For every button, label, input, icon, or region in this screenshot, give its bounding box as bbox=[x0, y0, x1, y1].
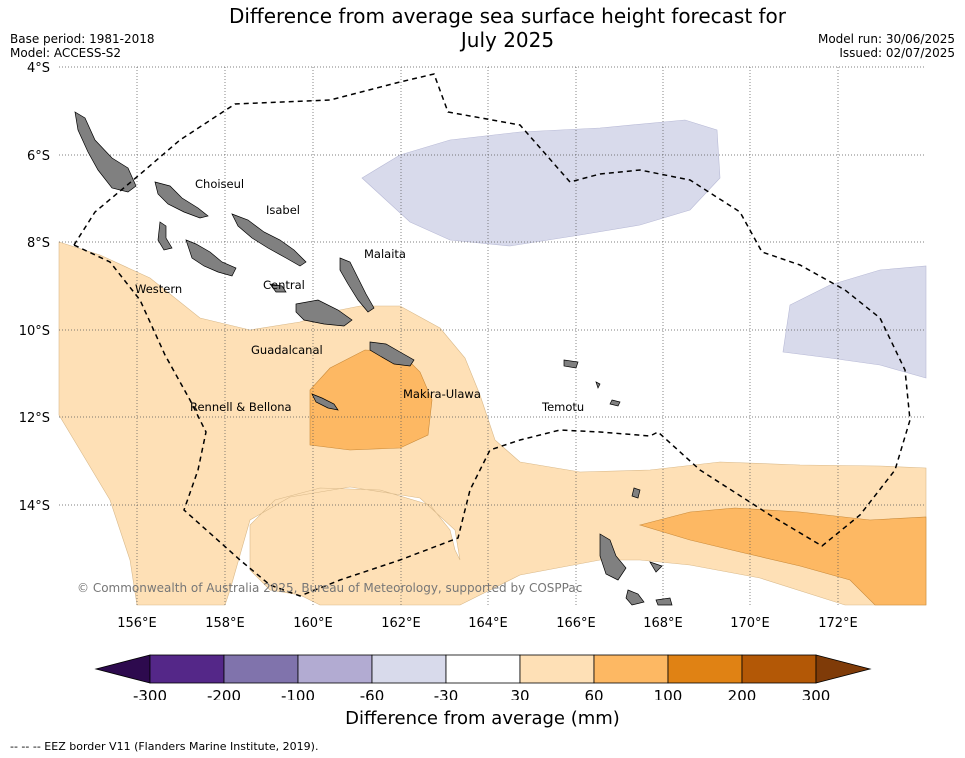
island-choiseul bbox=[154, 181, 209, 219]
island-temotu-c bbox=[609, 399, 621, 407]
colorbar-tick-label: 100 bbox=[654, 687, 683, 700]
colorbar-tick-label: 30 bbox=[510, 687, 529, 700]
colorbar-arrow-low bbox=[94, 654, 151, 684]
eez-footnote: -- -- -- EEZ border V11 (Flanders Marine… bbox=[10, 740, 319, 753]
lon-label-172e: 172°E bbox=[818, 616, 858, 631]
lon-label-168e: 168°E bbox=[643, 616, 683, 631]
colorbar-swatch bbox=[593, 654, 669, 684]
lon-label-170e: 170°E bbox=[730, 616, 770, 631]
colorbar-swatch bbox=[445, 654, 521, 684]
title-line-2: July 2025 bbox=[460, 28, 555, 52]
colorbar-arrow-high bbox=[815, 654, 872, 684]
colorbar-tick-label: -300 bbox=[133, 687, 167, 700]
island-temotu-a bbox=[563, 359, 579, 369]
island-temotu-b bbox=[595, 381, 601, 389]
lat-label-10s: 10°S bbox=[19, 324, 50, 339]
islands bbox=[74, 111, 673, 606]
meta-right: Model run: 30/06/2025 Issued: 02/07/2025 bbox=[818, 32, 955, 60]
colorbar-swatch bbox=[149, 654, 225, 684]
island-vanuatu-d bbox=[655, 597, 673, 606]
model-run: Model run: 30/06/2025 bbox=[817, 32, 955, 46]
colorbar-tick-label: -60 bbox=[360, 687, 385, 700]
lon-label-160e: 160°E bbox=[293, 616, 333, 631]
lat-label-8s: 8°S bbox=[27, 236, 50, 251]
label-makira-ulawa: Makira-Ulawa bbox=[403, 387, 481, 401]
colorbar-swatch bbox=[519, 654, 595, 684]
island-makira bbox=[369, 341, 415, 367]
lat-label-14s: 14°S bbox=[19, 499, 50, 514]
colorbar-swatch bbox=[667, 654, 743, 684]
graticule bbox=[59, 66, 926, 605]
colorbar-tick-label: -100 bbox=[281, 687, 315, 700]
anomaly-negative-east bbox=[782, 265, 927, 379]
issued-date: Issued: 02/07/2025 bbox=[839, 46, 955, 60]
colorbar-tick-label: -200 bbox=[207, 687, 241, 700]
colorbar-swatch bbox=[371, 654, 447, 684]
colorbar-tick-label: -30 bbox=[434, 687, 459, 700]
lon-label-164e: 164°E bbox=[468, 616, 508, 631]
lon-label-156e: 156°E bbox=[117, 616, 157, 631]
colorbar-swatch bbox=[297, 654, 373, 684]
lon-label-162e: 162°E bbox=[381, 616, 421, 631]
label-guadalcanal: Guadalcanal bbox=[251, 343, 323, 357]
label-temotu: Temotu bbox=[541, 400, 584, 414]
model-name: Model: ACCESS-S2 bbox=[10, 46, 122, 60]
colorbar: -300 -200 -100 -60 -30 30 60 100 200 300 bbox=[94, 654, 872, 700]
label-central: Central bbox=[263, 278, 305, 292]
map-figure: Choiseul Isabel Malaita Western Central … bbox=[19, 61, 927, 700]
island-rennell bbox=[311, 393, 339, 411]
island-vanuatu-a bbox=[599, 533, 627, 581]
label-rennell-bellona: Rennell & Bellona bbox=[190, 400, 292, 414]
island-vanuatu-c bbox=[625, 589, 645, 606]
lat-label-4s: 4°S bbox=[27, 61, 50, 76]
meta-left: Base period: 1981-2018 Model: ACCESS-S2 bbox=[10, 32, 155, 60]
island-vanuatu-b bbox=[649, 561, 663, 573]
lon-label-166e: 166°E bbox=[556, 616, 596, 631]
lat-label-6s: 6°S bbox=[27, 149, 50, 164]
label-western: Western bbox=[135, 282, 182, 296]
colorbar-tick-label: 60 bbox=[584, 687, 603, 700]
island-malaita bbox=[339, 257, 375, 313]
map-title: Difference from average sea surface heig… bbox=[180, 4, 835, 52]
eez-border-solomons bbox=[72, 73, 911, 597]
label-isabel: Isabel bbox=[266, 203, 300, 217]
colorbar-swatch bbox=[741, 654, 817, 684]
lon-label-158e: 158°E bbox=[205, 616, 245, 631]
base-period: Base period: 1981-2018 bbox=[10, 32, 155, 46]
anomaly-60-100-southeast bbox=[638, 507, 927, 606]
map-panel: Choiseul Isabel Malaita Western Central … bbox=[19, 61, 927, 631]
lat-label-12s: 12°S bbox=[19, 411, 50, 426]
title-line-1: Difference from average sea surface heig… bbox=[228, 4, 787, 28]
colorbar-swatch bbox=[223, 654, 299, 684]
label-malaita: Malaita bbox=[364, 247, 406, 261]
copyright-text: © Commonwealth of Australia 2025, Bureau… bbox=[77, 581, 582, 595]
island-guadalcanal bbox=[295, 299, 353, 327]
island-vanuatu-e bbox=[631, 487, 641, 499]
colorbar-tick-label: 200 bbox=[728, 687, 757, 700]
label-choiseul: Choiseul bbox=[195, 177, 244, 191]
island-choiseul-group bbox=[74, 111, 137, 193]
colorbar-title: Difference from average (mm) bbox=[345, 708, 620, 729]
island-new-georgia bbox=[185, 239, 237, 277]
colorbar-tick-label: 300 bbox=[802, 687, 831, 700]
island-isabel bbox=[231, 213, 307, 267]
island-central bbox=[269, 283, 287, 293]
island-small-west bbox=[157, 221, 173, 251]
anomaly-60-100-center bbox=[309, 349, 433, 451]
